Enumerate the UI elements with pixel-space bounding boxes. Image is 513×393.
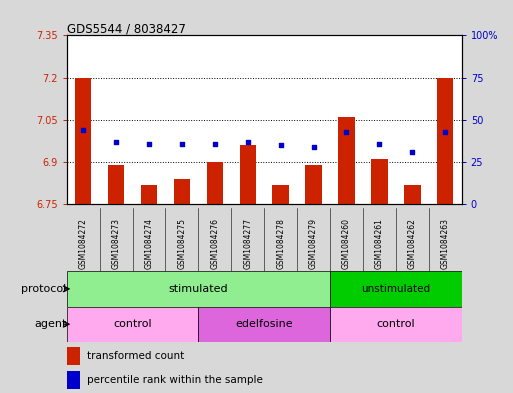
Text: control: control (377, 319, 415, 329)
Text: transformed count: transformed count (87, 351, 185, 361)
Bar (207, 162, 223, 204)
Text: GDS5544 / 8038427: GDS5544 / 8038427 (67, 22, 186, 35)
Point (178, 140, 186, 147)
Text: edelfosine: edelfosine (235, 319, 293, 329)
Bar (404, 185, 421, 204)
Point (211, 140, 219, 147)
Point (112, 139, 120, 145)
Point (277, 142, 285, 148)
Bar (272, 185, 289, 204)
Point (244, 139, 252, 145)
Bar (199, 307, 330, 342)
Text: GSM1084278: GSM1084278 (276, 218, 285, 268)
Text: percentile rank within the sample: percentile rank within the sample (87, 375, 263, 385)
Point (79, 127, 87, 133)
Point (145, 140, 153, 147)
Bar (330, 307, 462, 342)
Text: unstimulated: unstimulated (361, 284, 430, 294)
Text: GSM1084275: GSM1084275 (177, 218, 186, 269)
Bar (141, 185, 157, 204)
Text: GSM1084279: GSM1084279 (309, 218, 318, 269)
Bar (240, 145, 256, 204)
Bar (67, 371, 80, 389)
Text: GSM1084260: GSM1084260 (342, 218, 351, 269)
Point (376, 140, 384, 147)
Text: GSM1084274: GSM1084274 (145, 218, 153, 269)
Point (441, 129, 449, 135)
Text: GSM1084273: GSM1084273 (111, 218, 121, 269)
Bar (437, 77, 453, 204)
Point (408, 149, 417, 155)
Text: GSM1084272: GSM1084272 (78, 218, 88, 268)
Bar (75, 77, 91, 204)
Bar (305, 165, 322, 204)
Text: protocol: protocol (22, 284, 67, 294)
Bar (338, 117, 354, 204)
Text: control: control (113, 319, 152, 329)
Text: GSM1084262: GSM1084262 (408, 218, 417, 268)
Bar (371, 159, 388, 204)
Bar (330, 271, 462, 307)
Bar (108, 165, 124, 204)
Bar (67, 347, 80, 365)
Text: agent: agent (34, 319, 67, 329)
Text: stimulated: stimulated (169, 284, 228, 294)
Text: GSM1084261: GSM1084261 (375, 218, 384, 268)
Bar (174, 179, 190, 204)
Text: GSM1084276: GSM1084276 (210, 218, 220, 269)
Point (342, 129, 350, 135)
Text: GSM1084263: GSM1084263 (441, 218, 450, 269)
Point (309, 144, 318, 150)
Text: GSM1084277: GSM1084277 (243, 218, 252, 269)
Bar (67, 307, 199, 342)
Bar (67, 271, 330, 307)
